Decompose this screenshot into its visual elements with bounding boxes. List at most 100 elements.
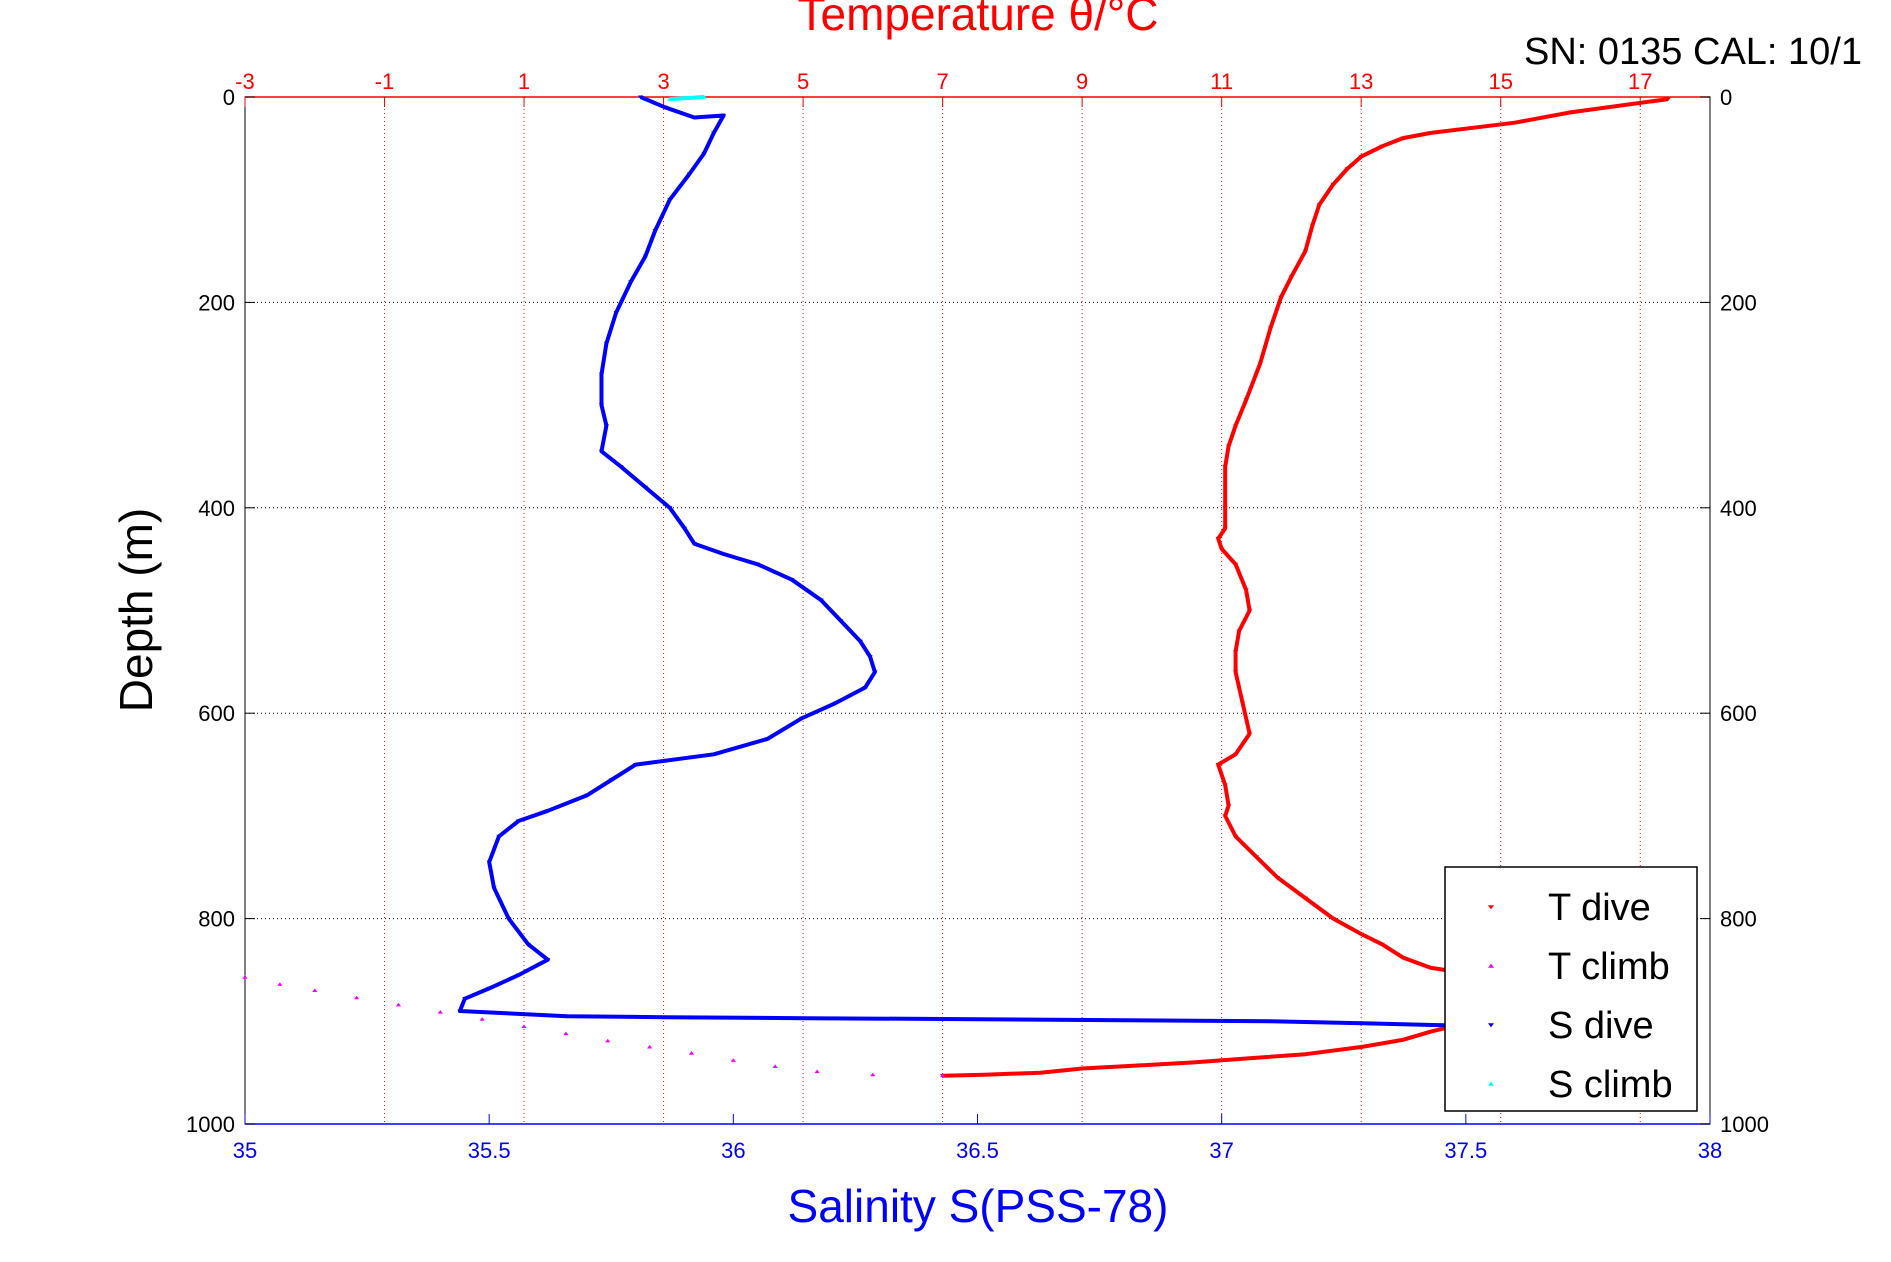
depth-tick-label-right: 800 (1720, 907, 1757, 932)
t-dive-point (1470, 126, 1476, 130)
t-dive-point (1302, 249, 1308, 254)
s-dive-point (608, 778, 614, 783)
s-dive-point (662, 1015, 668, 1020)
t-dive-point (1222, 465, 1228, 469)
t-dive-point (1253, 855, 1260, 860)
t-dive-point (1278, 295, 1284, 300)
t-climb-point (479, 1017, 485, 1021)
s-dive-point (564, 1014, 570, 1019)
temperature-tick-label: 15 (1488, 69, 1512, 94)
legend-label-t-dive: T dive (1548, 887, 1651, 929)
s-dive-point (872, 670, 878, 675)
s-dive-point (764, 737, 771, 741)
s-dive-point (867, 655, 873, 659)
t-dive-point (1428, 1030, 1434, 1034)
legend: T dive T climb S dive S climb (1444, 866, 1698, 1112)
s-dive-point (642, 485, 649, 490)
temperature-tick-label: -1 (375, 69, 395, 94)
depth-tick-label-right: 600 (1720, 701, 1757, 726)
s-dive-point (598, 372, 605, 377)
s-dive-point (486, 986, 492, 991)
depth-tick-label-left: 800 (198, 907, 235, 932)
s-dive-point (789, 578, 795, 582)
s-dive-point (755, 562, 761, 567)
temperature-tick-label: 17 (1628, 69, 1652, 94)
legend-marker-t-dive (1488, 905, 1494, 910)
temperature-tick-label: 3 (657, 69, 669, 94)
t-dive-point (1215, 537, 1221, 541)
t-climb-point (605, 1038, 611, 1043)
s-dive-point (681, 526, 688, 531)
s-dive-point (857, 639, 863, 644)
s-dive-point (799, 716, 805, 721)
s-dive-point (974, 1017, 981, 1022)
t-dive-point (1400, 136, 1406, 141)
s-dive-point (1365, 1021, 1371, 1026)
t-dive-point (1257, 362, 1263, 367)
legend-label-s-dive: S dive (1548, 1005, 1654, 1047)
t-dive-point (1274, 875, 1281, 880)
t-climb-point (354, 995, 360, 1000)
s-dive-point (838, 619, 844, 623)
salinity-tick-label: 38 (1698, 1138, 1722, 1163)
t-climb-point (395, 1002, 402, 1007)
salinity-tick-label: 37 (1209, 1138, 1233, 1163)
t-climb-point (870, 1072, 876, 1077)
s-dive-point (491, 886, 497, 890)
instrument-info: SN: 0135 CAL: 10/1 (1524, 31, 1862, 73)
t-dive-point (1330, 917, 1336, 921)
t-dive-point (1222, 506, 1228, 510)
salinity-axis-label: Salinity S(PSS-78) (788, 1180, 1169, 1232)
s-dive-point (1121, 1018, 1127, 1023)
t-dive-point (1512, 121, 1518, 125)
t-climb-point (814, 1069, 820, 1074)
t-dive-point (1665, 97, 1671, 102)
t-climb-point (312, 988, 318, 993)
s-dive-point (598, 403, 605, 408)
depth-tick-label-left: 600 (198, 701, 235, 726)
t-dive-point (1243, 398, 1249, 403)
t-climb-point (772, 1064, 778, 1069)
s-dive-point (818, 598, 824, 603)
t-dive-point (1246, 1056, 1253, 1061)
s-dive-point (545, 958, 551, 962)
depth-tick-label-right: 400 (1720, 496, 1757, 521)
t-dive-point (1236, 629, 1242, 634)
s-dive-point (633, 762, 639, 767)
s-dive-point (711, 752, 717, 757)
t-dive-point (1191, 1060, 1197, 1065)
s-dive-point (496, 834, 502, 839)
s-dive-point (618, 465, 624, 469)
t-dive-point (1226, 804, 1232, 808)
t-dive-point (1400, 1038, 1406, 1042)
legend-marker-s-climb (1488, 1081, 1494, 1086)
s-climb-trace (669, 95, 705, 102)
t-dive-point (1233, 670, 1239, 675)
s-dive-point (515, 819, 522, 824)
s-dive-point (691, 542, 697, 546)
s-dive-point (637, 95, 644, 100)
t-dive-point (1233, 562, 1239, 567)
t-dive-point (1222, 814, 1228, 818)
t-climb-point (277, 982, 283, 986)
t-dive-point (1358, 1045, 1364, 1050)
t-dive-point (1243, 588, 1249, 593)
t-dive-point (1233, 752, 1239, 757)
s-dive-point (803, 1016, 810, 1021)
depth-tick-label-right: 1000 (1720, 1112, 1769, 1137)
t-dive-point (1309, 223, 1315, 228)
t-dive-point (1358, 155, 1364, 159)
t-climb-point (521, 1024, 527, 1028)
t-dive-point (1400, 956, 1406, 960)
s-dive-point (667, 506, 673, 510)
t-dive-point (1037, 1071, 1043, 1075)
t-climb-point (437, 1009, 443, 1014)
t-dive-point (1222, 783, 1228, 788)
s-dive-point (545, 809, 551, 813)
t-climb-point (688, 1051, 695, 1055)
s-dive-point (711, 131, 717, 136)
t-climb-point (730, 1058, 736, 1062)
t-dive-point (1358, 932, 1364, 937)
depth-tick-label-left: 1000 (186, 1112, 235, 1137)
